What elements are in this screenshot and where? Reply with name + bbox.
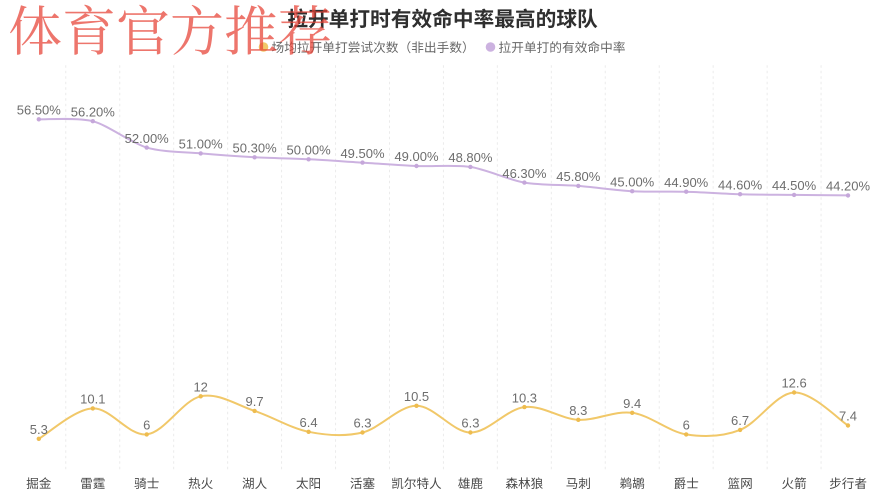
svg-text:10.1: 10.1: [80, 392, 105, 407]
svg-text:45.00%: 45.00%: [610, 174, 655, 189]
svg-text:49.50%: 49.50%: [340, 146, 385, 161]
svg-text:6.3: 6.3: [353, 416, 371, 431]
svg-text:6.3: 6.3: [461, 416, 479, 431]
svg-text:12: 12: [193, 380, 207, 395]
svg-text:9.7: 9.7: [246, 394, 264, 409]
svg-text:46.30%: 46.30%: [502, 166, 547, 181]
svg-text:7.4: 7.4: [839, 409, 857, 424]
svg-text:51.00%: 51.00%: [179, 137, 224, 152]
svg-text:12.6: 12.6: [781, 376, 806, 391]
svg-text:44.90%: 44.90%: [664, 175, 709, 190]
svg-text:5.3: 5.3: [30, 422, 48, 437]
svg-text:10.3: 10.3: [512, 390, 537, 405]
svg-text:9.4: 9.4: [623, 396, 641, 411]
svg-text:56.50%: 56.50%: [17, 103, 62, 118]
svg-text:6.7: 6.7: [731, 413, 749, 428]
svg-text:45.80%: 45.80%: [556, 169, 601, 184]
svg-text:8.3: 8.3: [569, 403, 587, 418]
svg-text:49.00%: 49.00%: [394, 149, 439, 164]
svg-text:44.50%: 44.50%: [772, 178, 817, 193]
svg-text:50.00%: 50.00%: [287, 143, 332, 158]
svg-text:44.20%: 44.20%: [826, 179, 871, 194]
svg-text:56.20%: 56.20%: [71, 104, 116, 119]
svg-text:50.30%: 50.30%: [233, 141, 278, 156]
svg-text:6.4: 6.4: [300, 415, 318, 430]
svg-text:6: 6: [683, 418, 690, 433]
svg-text:52.00%: 52.00%: [125, 131, 170, 146]
svg-text:6: 6: [143, 418, 150, 433]
svg-text:10.5: 10.5: [404, 389, 429, 404]
svg-text:48.80%: 48.80%: [448, 150, 493, 165]
svg-text:44.60%: 44.60%: [718, 177, 763, 192]
